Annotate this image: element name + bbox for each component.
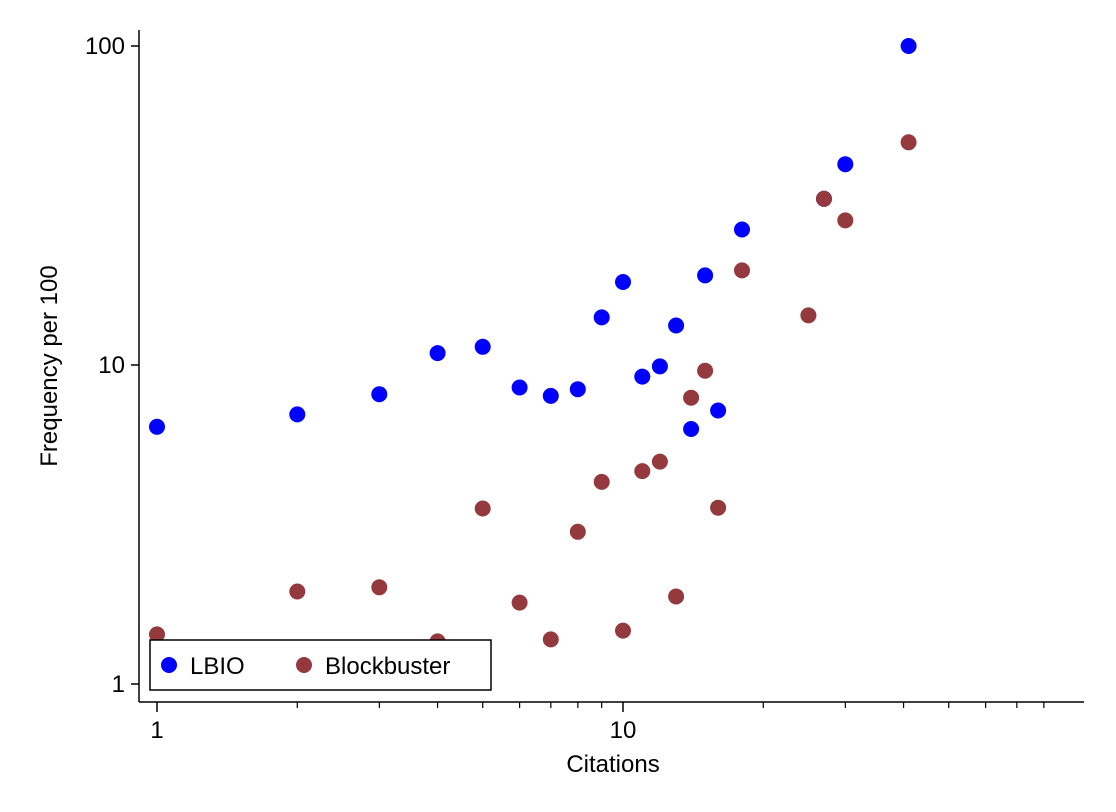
lbio-point <box>569 381 586 398</box>
blockbuster-point <box>683 389 700 406</box>
lbio-point <box>683 421 700 437</box>
blockbuster-point <box>615 622 631 639</box>
y-tick-label: 10 <box>98 352 125 379</box>
blockbuster-point <box>668 588 685 605</box>
blockbuster-point <box>651 453 668 470</box>
blockbuster-point <box>542 631 559 648</box>
legend-box <box>149 639 492 691</box>
lbio-point <box>651 358 668 375</box>
lbio-point <box>474 338 491 355</box>
lbio-point <box>429 345 446 362</box>
y-tick-label: 1 <box>112 671 125 698</box>
x-tick-label: 1 <box>150 717 163 744</box>
blockbuster-point <box>593 473 610 490</box>
lbio-point <box>634 368 651 385</box>
blockbuster-point <box>837 212 854 229</box>
blockbuster-point <box>816 190 832 207</box>
legend-marker-lbio <box>161 657 177 673</box>
blockbuster-point <box>474 500 491 517</box>
lbio-point <box>697 267 714 284</box>
lbio-point <box>668 317 685 334</box>
blockbuster-point <box>800 307 817 324</box>
x-axis-title: Citations <box>566 751 659 778</box>
lbio-point <box>593 309 610 326</box>
blockbuster-point <box>634 463 651 480</box>
blockbuster-point <box>697 362 714 379</box>
y-axis-title: Frequency per 100 <box>36 265 63 466</box>
lbio-point <box>710 402 727 419</box>
lbio-point <box>371 386 388 403</box>
x-tick-label: 10 <box>610 717 637 744</box>
lbio-point <box>289 406 306 423</box>
blockbuster-point <box>371 579 388 596</box>
legend-marker-blockbuster <box>296 657 312 673</box>
data-points <box>149 38 917 650</box>
blockbuster-point <box>289 583 306 600</box>
blockbuster-point <box>710 499 727 516</box>
blockbuster-point <box>511 594 528 611</box>
lbio-point <box>900 38 917 54</box>
legend-label-lbio: LBIO <box>190 653 245 680</box>
lbio-point <box>615 274 631 290</box>
blockbuster-point <box>900 134 917 151</box>
blockbuster-point <box>569 523 586 540</box>
axes: 1 10 100 1 10 <box>85 30 1084 744</box>
lbio-point <box>149 418 165 435</box>
lbio-point <box>734 221 750 238</box>
lbio-point <box>511 379 528 396</box>
y-tick-label: 100 <box>85 33 125 60</box>
blockbuster-point <box>734 262 750 279</box>
legend-label-blockbuster: Blockbuster <box>325 653 450 680</box>
legend: LBIO Blockbuster <box>149 639 492 691</box>
lbio-point <box>542 387 559 404</box>
lbio-point <box>837 156 854 173</box>
blockbuster-point <box>149 626 165 643</box>
